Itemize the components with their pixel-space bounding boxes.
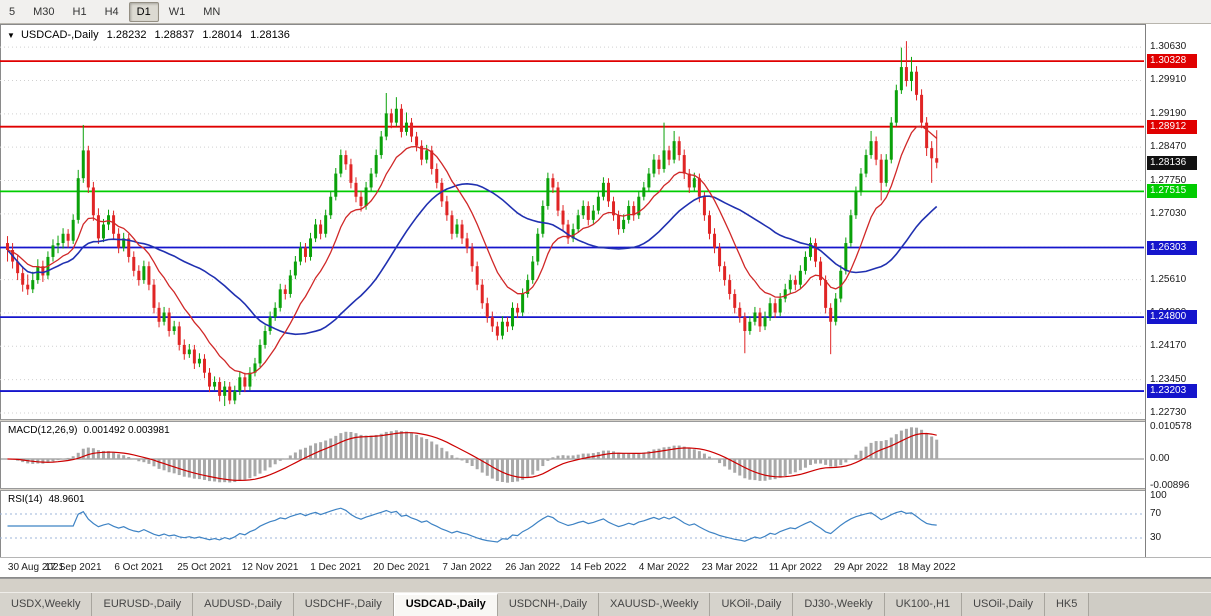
date-label: 29 Apr 2022 [834,562,888,573]
chart-tab-bar: USDX,Weekly EURUSD-,Daily AUDUSD-,Daily USD… [0,592,1211,616]
rsi-name: RSI(14) [8,494,43,505]
chart-tab-hk5[interactable]: HK5 [1044,593,1090,616]
price-line-label: 1.26303 [1147,240,1197,255]
ohlc-close: 1.28136 [250,29,290,41]
date-label: 11 Apr 2022 [768,562,822,573]
chart-tab-usdchf-daily[interactable]: USDCHF-,Daily [293,593,394,616]
date-label: 4 Mar 2022 [638,562,690,573]
price-line-label: 1.27515 [1147,184,1197,199]
price-axis-label: 1.27750 [1150,174,1187,186]
rsi-value: 48.9601 [48,494,85,505]
price-axis-label: 1.23450 [1150,373,1187,385]
timeframe-button-d1[interactable]: D1 [128,1,159,22]
price-axis-label: 1.27030 [1150,207,1187,219]
chart-tab-ukoil-daily[interactable]: UKOil-,Daily [710,593,794,616]
macd-axis-label: 0.010578 [1150,421,1192,432]
chart-tab-usdcad-daily[interactable]: USDCAD-,Daily [393,593,498,616]
current-price-label: 1.28136 [1147,155,1197,170]
date-label: 25 Oct 2021 [177,562,232,573]
chart-window [0,24,1211,578]
rsi-axis-label: 30 [1150,532,1162,543]
date-label: 30 Aug 2021 [7,562,65,573]
ohlc-high: 1.28837 [154,29,195,41]
price-axis-label: 1.25610 [1150,273,1187,285]
date-label: 6 Oct 2021 [114,562,164,573]
price-line-label: 1.23203 [1147,384,1197,399]
timeframe-button-5[interactable]: 5 [9,5,16,18]
timeframe-toolbar: 5 M30 H1 H4 D1 W1 MN [0,0,1211,24]
macd-axis-label: -0.00896 [1150,480,1190,492]
price-line-label: 1.28912 [1147,119,1197,134]
chart-title: ▼ USDCAD-,Daily 1.28232 1.28837 1.28014 … [7,29,295,41]
date-label: 20 Dec 2021 [373,562,430,573]
price-line-label: 1.24800 [1147,310,1197,325]
timeframe-button-mn[interactable]: MN [203,5,221,18]
chart-tab-xauusd-weekly[interactable]: XAUUSD-,Weekly [599,593,711,616]
date-axis: 30 Aug 2021 17 Sep 2021 6 Oct 2021 25 Oct 2… [0,557,1211,577]
price-axis-label: 1.30630 [1150,41,1187,53]
date-label: 12 Nov 2021 [241,562,299,573]
date-label: 14 Feb 2022 [570,562,627,573]
ohlc-open: 1.28232 [106,29,147,41]
ohlc-low: 1.28014 [202,29,243,41]
chart-symbol: USDCAD-,Daily [20,29,99,41]
price-axis-label: 1.22730 [1150,406,1187,418]
timeframe-button-m30[interactable]: M30 [33,5,55,18]
timeframe-button-h1[interactable]: H1 [72,5,87,18]
price-axis-label: 1.24170 [1150,340,1187,352]
chart-tab-usoil-daily[interactable]: USOil-,Daily [962,593,1045,616]
rsi-indicator-chart[interactable] [0,491,1144,557]
chart-dropdown-icon[interactable]: ▼ [7,31,15,40]
date-label: 1 Dec 2021 [310,562,362,573]
timeframe-button-w1[interactable]: W1 [168,5,186,18]
chart-tab-uk100-h1[interactable]: UK100-,H1 [884,593,963,616]
date-label: 7 Jan 2022 [442,562,492,573]
rsi-axis-label: 70 [1150,508,1162,519]
rsi-label: RSI(14) 48.9601 [8,494,91,505]
price-line-label: 1.30328 [1147,54,1197,69]
chart-tab-usdcnh-daily[interactable]: USDCNH-,Daily [497,593,600,616]
price-axis: 1.30630 1.29910 1.29190 1.28470 1.27750 1.270… [1145,24,1211,557]
pane-divider[interactable] [0,419,1211,422]
chart-tab-usdx-weekly[interactable]: USDX,Weekly [0,593,93,616]
macd-name: MACD(12,26,9) [8,425,78,436]
chart-tab-audusd-daily[interactable]: AUDUSD-,Daily [193,593,294,616]
macd-indicator-chart[interactable] [0,422,1144,488]
horizontal-scrollbar[interactable] [0,578,1211,592]
chart-tab-dj30-weekly[interactable]: DJ30-,Weekly [793,593,885,616]
price-axis-label: 1.29190 [1150,107,1187,119]
price-axis-label: 1.28470 [1150,141,1187,153]
date-label: 23 Mar 2022 [701,562,758,573]
macd-values: 0.001492 0.003981 [83,425,170,436]
pane-divider[interactable] [0,488,1211,491]
candlestick-chart[interactable] [0,24,1144,419]
date-label: 26 Jan 2022 [505,562,561,573]
chart-tab-eurusd-daily[interactable]: EURUSD-,Daily [92,593,194,616]
macd-label: MACD(12,26,9) 0.001492 0.003981 [8,425,176,436]
date-label: 17 Sep 2021 [44,562,102,573]
price-axis-label: 1.29910 [1150,74,1187,86]
macd-axis-label: 0.00 [1150,453,1170,464]
date-label: 18 May 2022 [897,562,956,573]
timeframe-button-h4[interactable]: H4 [104,5,119,18]
rsi-axis-label: 100 [1150,490,1167,501]
